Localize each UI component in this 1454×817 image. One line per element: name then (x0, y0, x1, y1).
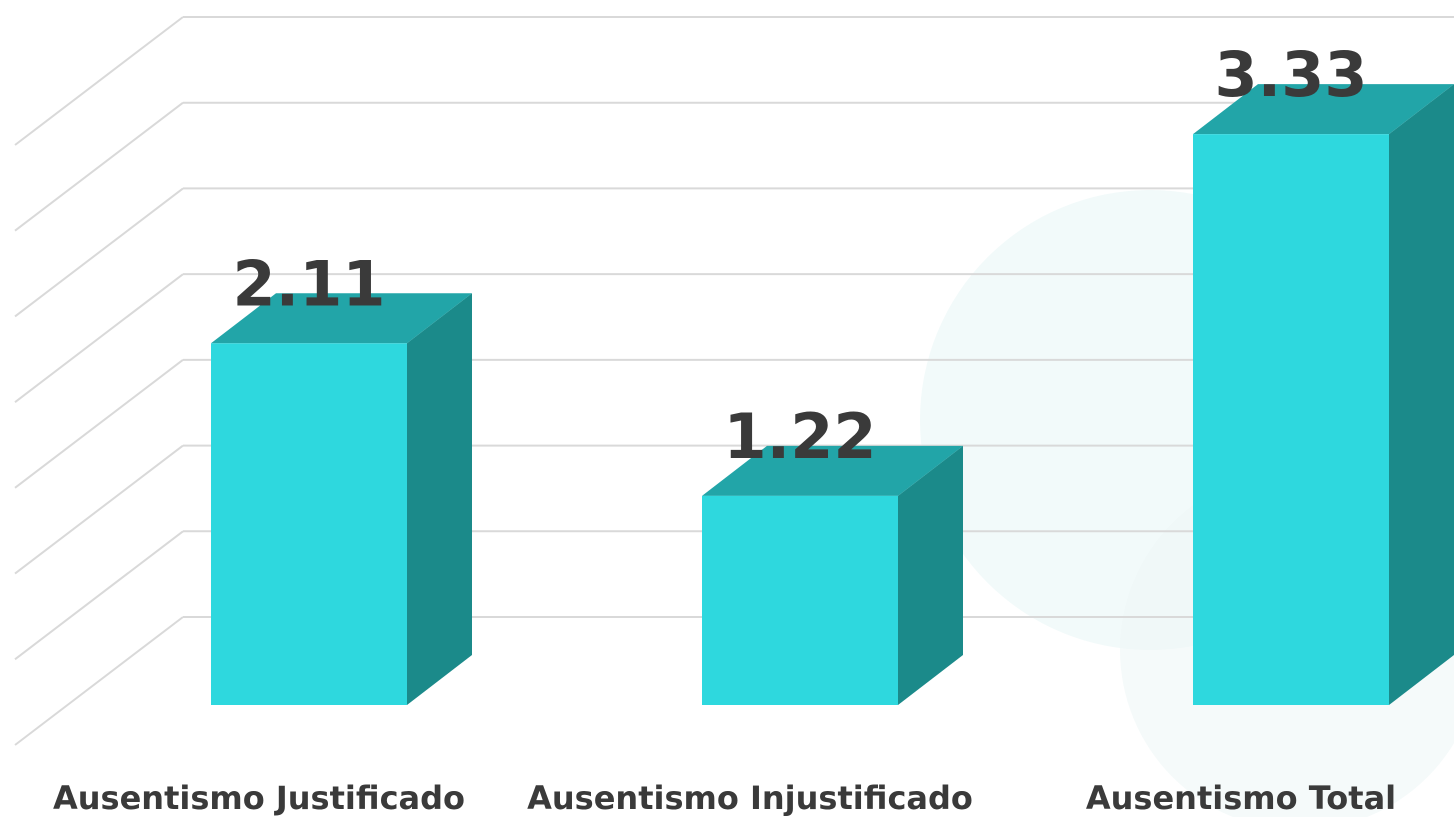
grid-line (14, 444, 184, 575)
bar-top (702, 445, 963, 496)
x-tick-label: Ausentismo Injustificado (527, 779, 973, 817)
grid-line (14, 187, 184, 318)
data-label: 1.22 (724, 400, 877, 473)
bar-side (407, 293, 472, 705)
grid-line (14, 359, 184, 489)
bar (702, 495, 898, 705)
grid-line (14, 16, 184, 146)
bar-side (898, 445, 963, 705)
x-tick-label: Ausentismo Total (1086, 779, 1396, 817)
bar (1193, 134, 1389, 706)
bar (211, 343, 407, 705)
x-tick-label: Ausentismo Justificado (53, 779, 465, 817)
bar-side (1389, 84, 1454, 705)
grid-line (14, 101, 184, 232)
bar-top (1193, 84, 1454, 135)
data-label: 2.11 (233, 247, 386, 320)
grid-line (14, 273, 184, 403)
grid-line (14, 530, 184, 661)
data-label: 3.33 (1215, 38, 1368, 111)
grid-line (14, 616, 184, 746)
bar-top (211, 293, 472, 344)
